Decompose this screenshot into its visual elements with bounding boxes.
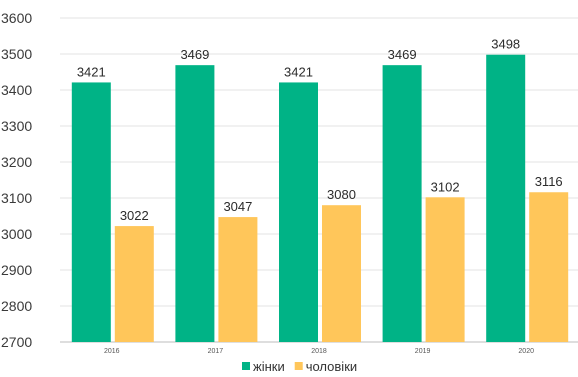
y-tick-label: 3500 — [1, 46, 32, 62]
y-tick-label: 2800 — [1, 298, 32, 314]
legend-swatch-women — [242, 362, 250, 370]
data-label: 3047 — [223, 199, 252, 214]
legend-swatch-men — [294, 362, 303, 370]
bar-men-2016 — [114, 226, 154, 342]
data-label: 3469 — [180, 47, 209, 62]
legend-label-men: чоловіки — [306, 359, 357, 374]
y-axis-ticks: 2700 2800 2900 3000 3100 3200 3300 3400 3500 3600 — [1, 10, 32, 350]
data-label: 3116 — [535, 174, 563, 189]
data-label: 3080 — [327, 187, 356, 202]
y-tick-label: 2900 — [1, 262, 32, 278]
x-tick-label: 2016 — [104, 348, 120, 355]
bar-men-2018 — [322, 205, 361, 342]
data-label: 3022 — [120, 208, 149, 223]
data-labels: 3421 3022 3469 3047 3421 3080 3469 3102 3498 3116 — [77, 37, 563, 223]
y-tick-label: 3200 — [1, 154, 32, 170]
data-label: 3102 — [431, 179, 460, 194]
y-tick-label: 2700 — [1, 334, 32, 350]
y-tick-label: 3300 — [1, 118, 32, 134]
bar-women-2018 — [279, 82, 318, 342]
data-label: 3421 — [284, 64, 313, 79]
bar-men-2017 — [218, 217, 258, 342]
bars — [71, 54, 569, 342]
legend-label-women: жінки — [253, 359, 285, 374]
y-tick-label: 3100 — [1, 190, 32, 206]
bar-men-2020 — [529, 192, 569, 342]
x-tick-label: 2020 — [518, 348, 534, 355]
data-label: 3469 — [388, 47, 417, 62]
y-tick-label: 3000 — [1, 226, 32, 242]
x-tick-label: 2019 — [415, 348, 431, 355]
bar-men-2019 — [425, 197, 465, 342]
data-label: 3498 — [491, 37, 520, 52]
x-tick-label: 2018 — [311, 348, 327, 355]
x-axis-ticks: 2016 2017 2018 2019 2020 — [104, 348, 534, 355]
bar-women-2017 — [175, 65, 215, 342]
data-label: 3421 — [77, 64, 106, 79]
bar-women-2019 — [382, 65, 422, 342]
y-tick-label: 3400 — [1, 82, 32, 98]
y-tick-label: 3600 — [1, 10, 32, 26]
x-tick-label: 2017 — [208, 348, 224, 355]
bar-women-2016 — [71, 82, 111, 342]
legend: жінки чоловіки — [242, 359, 357, 374]
bar-women-2020 — [486, 54, 526, 342]
